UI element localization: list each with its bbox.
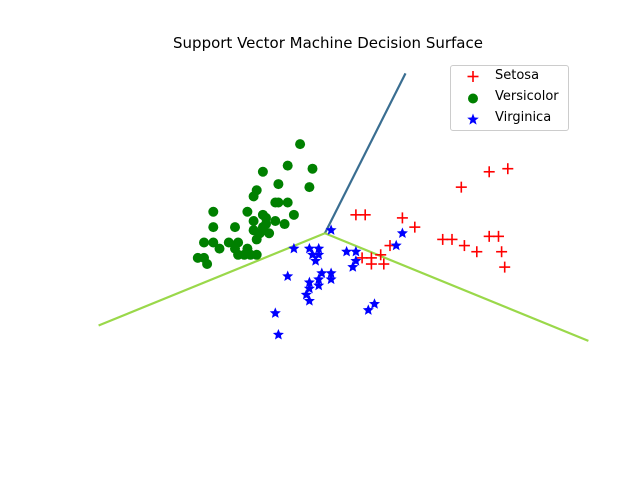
point-versicolor bbox=[248, 191, 259, 202]
legend-item-setosa: Setosa bbox=[451, 67, 570, 87]
legend-item-versicolor: Versicolor bbox=[451, 88, 570, 108]
point-virginica bbox=[310, 255, 322, 266]
point-versicolor bbox=[230, 222, 240, 233]
legend-label-versicolor: Versicolor bbox=[495, 89, 559, 104]
data-points bbox=[192, 139, 514, 340]
point-virginica bbox=[313, 279, 325, 291]
point-versicolor bbox=[208, 222, 219, 233]
point-setosa bbox=[458, 240, 470, 252]
point-versicolor bbox=[202, 259, 213, 270]
point-virginica bbox=[325, 224, 337, 235]
point-versicolor bbox=[307, 163, 318, 174]
point-virginica bbox=[272, 328, 284, 340]
point-versicolor bbox=[288, 209, 299, 220]
point-virginica bbox=[350, 245, 362, 257]
legend-star-marker-icon bbox=[467, 113, 479, 125]
legend-circle-marker-icon bbox=[468, 93, 478, 104]
point-virginica bbox=[347, 261, 359, 272]
point-setosa bbox=[350, 209, 362, 221]
point-setosa bbox=[396, 212, 408, 224]
point-virginica bbox=[313, 273, 325, 285]
legend-label-virginica: Virginica bbox=[495, 110, 552, 125]
decision-boundary-line bbox=[324, 232, 589, 342]
point-setosa bbox=[375, 249, 387, 261]
point-setosa bbox=[437, 233, 449, 245]
decision-boundary-line bbox=[98, 232, 326, 327]
chart-legend: Setosa Versicolor Virginica bbox=[450, 65, 569, 131]
point-setosa bbox=[471, 246, 483, 258]
point-virginica bbox=[396, 227, 408, 238]
point-setosa bbox=[378, 258, 390, 270]
point-versicolor bbox=[208, 206, 219, 217]
point-versicolor bbox=[199, 237, 209, 248]
point-virginica bbox=[362, 304, 374, 315]
point-setosa bbox=[493, 230, 504, 242]
point-virginica bbox=[269, 307, 281, 318]
point-versicolor bbox=[257, 166, 268, 177]
point-versicolor bbox=[282, 160, 293, 171]
point-versicolor bbox=[223, 237, 234, 248]
point-virginica bbox=[341, 245, 353, 257]
point-virginica bbox=[368, 298, 381, 309]
point-setosa bbox=[483, 230, 495, 242]
point-virginica bbox=[325, 273, 337, 285]
point-versicolor bbox=[273, 197, 284, 208]
chart-title: Support Vector Machine Decision Surface bbox=[173, 34, 483, 52]
legend-label-setosa: Setosa bbox=[495, 68, 540, 83]
point-versicolor bbox=[251, 234, 262, 245]
point-virginica bbox=[288, 242, 300, 254]
point-virginica bbox=[282, 270, 294, 282]
point-versicolor bbox=[295, 139, 306, 150]
decision-boundaries bbox=[98, 72, 589, 342]
point-setosa bbox=[502, 163, 514, 175]
point-versicolor bbox=[304, 182, 315, 193]
point-setosa bbox=[356, 252, 368, 264]
point-versicolor bbox=[248, 215, 259, 226]
point-versicolor bbox=[264, 228, 275, 239]
point-setosa bbox=[359, 209, 371, 221]
point-versicolor bbox=[282, 197, 293, 208]
point-virginica bbox=[303, 276, 315, 288]
point-versicolor bbox=[242, 206, 253, 217]
point-setosa bbox=[483, 166, 495, 178]
legend-item-virginica: Virginica bbox=[451, 109, 570, 129]
point-versicolor bbox=[251, 249, 262, 260]
point-virginica bbox=[313, 242, 325, 254]
point-versicolor bbox=[270, 215, 281, 226]
point-setosa bbox=[496, 246, 508, 258]
point-virginica bbox=[303, 295, 315, 306]
legend-plus-marker-icon bbox=[467, 71, 479, 82]
point-versicolor bbox=[208, 237, 219, 248]
point-virginica bbox=[325, 267, 337, 278]
point-setosa bbox=[446, 233, 458, 245]
point-setosa bbox=[455, 181, 467, 193]
point-setosa bbox=[409, 221, 421, 233]
point-setosa bbox=[499, 261, 511, 273]
decision-boundary-line bbox=[323, 72, 407, 234]
point-versicolor bbox=[214, 243, 225, 254]
point-versicolor bbox=[279, 219, 290, 230]
point-setosa bbox=[365, 258, 377, 270]
point-versicolor bbox=[273, 179, 284, 190]
point-virginica bbox=[390, 239, 402, 251]
